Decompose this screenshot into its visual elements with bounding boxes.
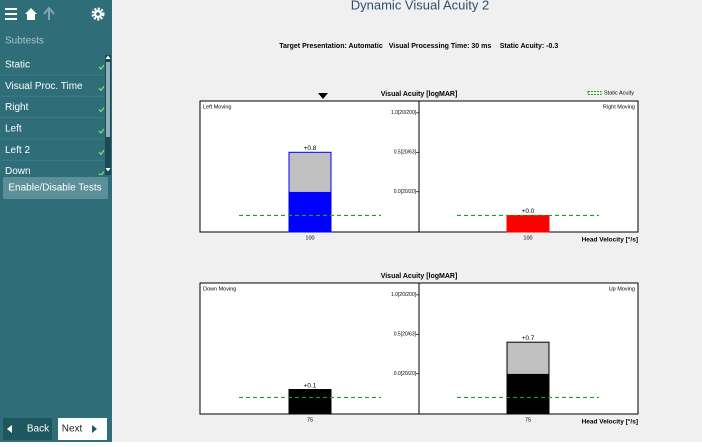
subtest-label: Down	[5, 166, 31, 177]
legend-label: Static Acuity	[604, 90, 634, 96]
x-tick-label: 100	[305, 235, 314, 241]
check-icon	[98, 128, 105, 134]
legend-swatch	[587, 91, 602, 95]
y-tick-label: 0.5[20/63]	[394, 332, 417, 338]
enable-button[interactable]	[3, 177, 108, 199]
panel-name: Left Moving	[203, 104, 231, 110]
charts: Visual Acuity [logMAR] Static Acuity 1.0[2…	[199, 90, 639, 426]
subtest-item[interactable]: Static	[0, 60, 105, 76]
settings-icon[interactable]	[91, 7, 105, 21]
bar-outline	[288, 389, 332, 415]
subtest-label: Left	[5, 124, 22, 135]
check-icon	[98, 149, 105, 156]
subtest-item[interactable]: Visual Proc. Time	[0, 81, 105, 97]
selection-marker	[318, 93, 328, 99]
back-button[interactable]	[3, 418, 52, 440]
back-label: Back	[27, 424, 50, 435]
x-axis-label: Head Velocity [°/s]	[582, 236, 638, 244]
x-tick-label: 75	[525, 417, 531, 423]
y-tick-label: 0.5[20/63]	[394, 150, 417, 156]
x-tick-label: 100	[523, 235, 532, 241]
panel-name: Right Moving	[603, 104, 635, 110]
chart-title: Visual Acuity [logMAR]	[381, 91, 458, 98]
subtest-item[interactable]: Left 2	[0, 145, 105, 161]
chart: Visual Acuity [logMAR] 1.0[20/200] 0.5[20/…	[199, 273, 639, 426]
subtest-item[interactable]: Right	[0, 102, 105, 119]
bar	[289, 191, 331, 232]
info-text: Target Presentation: Automatic	[279, 43, 383, 50]
y-tick-label: 1.0[20/200]	[391, 110, 417, 116]
bar-excess	[289, 152, 331, 192]
x-tick-label: 75	[307, 417, 313, 423]
panel-name: Down Moving	[203, 286, 236, 292]
subtest-label: Right	[5, 102, 29, 113]
bar	[507, 215, 549, 232]
y-tick-label: 0.0[20/20]	[394, 371, 417, 377]
next-arrow	[92, 425, 97, 433]
back-arrow	[7, 425, 12, 433]
menu-icon[interactable]	[5, 8, 17, 20]
panel-name: Up Moving	[609, 286, 635, 292]
check-icon	[98, 64, 105, 70]
value-label: +0.7	[522, 335, 535, 342]
y-tick-label: 0.0[20/20]	[394, 189, 417, 195]
scroll-thumb[interactable]	[106, 62, 110, 137]
check-icon	[98, 171, 105, 175]
bar-outline	[288, 151, 332, 233]
bar	[289, 389, 331, 414]
value-label: +0.1	[304, 382, 317, 389]
next-button[interactable]	[58, 418, 107, 440]
value-label: +0.8	[304, 145, 317, 152]
chart: Visual Acuity [logMAR] Static Acuity 1.0[2…	[199, 90, 639, 244]
scroll-up[interactable]	[105, 55, 111, 60]
next-label: Next	[62, 424, 83, 435]
sidebar	[0, 0, 112, 442]
page-title: Dynamic Visual Acuity 2	[351, 0, 490, 12]
subtest-label: Static	[5, 60, 30, 71]
value-label: +0.0	[522, 208, 535, 215]
check-icon	[98, 85, 105, 92]
chart-title: Visual Acuity [logMAR]	[381, 273, 458, 280]
home-icon[interactable]	[25, 8, 37, 20]
bar-excess	[507, 342, 549, 374]
subtest-label: Left 2	[5, 145, 30, 156]
subtest-list: Static Visual Proc. Time Right Left Left 2 Do…	[0, 60, 105, 181]
scroll-down[interactable]	[105, 168, 111, 172]
info-text: Visual Processing Time: 30 ms	[389, 43, 492, 50]
subtest-item[interactable]: Left	[0, 124, 105, 140]
subtest-label: Visual Proc. Time	[5, 81, 83, 92]
x-axis-label: Head Velocity [°/s]	[582, 418, 638, 426]
info-text: Static Acuity: -0.3	[500, 43, 559, 50]
subtest-item[interactable]: Down	[0, 166, 105, 181]
check-icon	[98, 107, 105, 113]
enable-button-label: Enable/Disable Tests	[8, 183, 101, 194]
y-tick-label: 1.0[20/200]	[391, 292, 417, 298]
bar-outline	[506, 341, 550, 415]
bar	[507, 373, 549, 414]
up-icon[interactable]	[43, 6, 55, 20]
subtests-label: Subtests	[5, 36, 44, 47]
